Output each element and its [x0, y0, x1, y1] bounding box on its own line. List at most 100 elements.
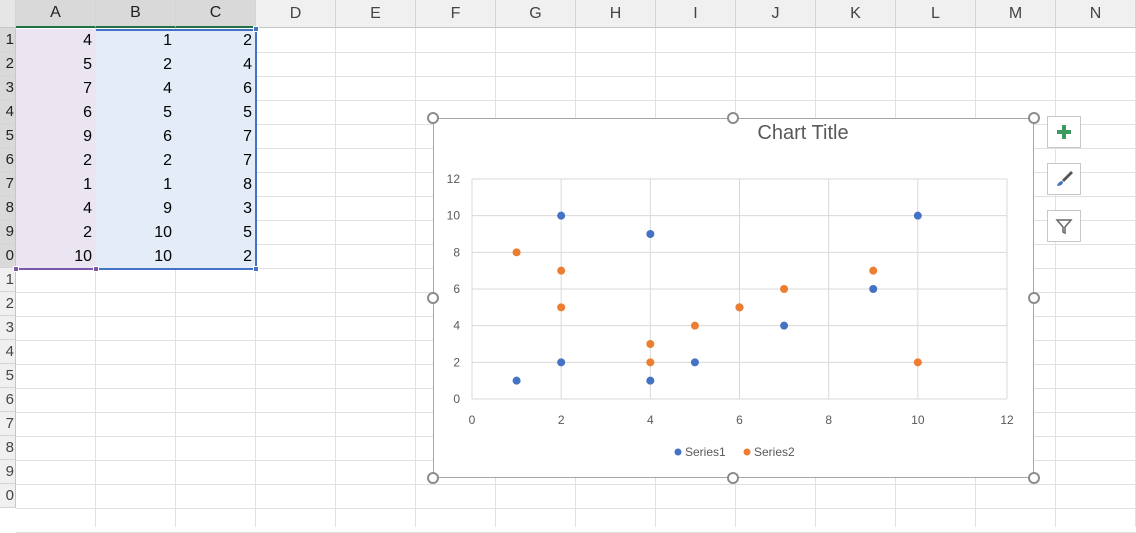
cell-b7[interactable]: 1	[163, 176, 172, 193]
cell-c6[interactable]: 7	[243, 152, 252, 169]
cell-b4[interactable]: 5	[163, 104, 172, 121]
chart-elements-button[interactable]	[1047, 116, 1081, 148]
row-header[interactable]: 6	[0, 148, 16, 172]
column-header-g[interactable]: G	[496, 0, 576, 28]
column-header-l[interactable]: L	[896, 0, 976, 28]
chart-resize-handle[interactable]	[1028, 112, 1040, 124]
y-tick-label: 0	[453, 392, 460, 406]
row-header[interactable]: 8	[0, 436, 16, 460]
cell-c10[interactable]: 2	[243, 248, 252, 265]
cell-c4[interactable]: 5	[243, 104, 252, 121]
gridline	[415, 28, 416, 527]
cell-a8[interactable]: 4	[83, 200, 92, 217]
cell-a10[interactable]: 10	[74, 248, 92, 265]
chart-resize-handle[interactable]	[727, 112, 739, 124]
column-header-h[interactable]: H	[576, 0, 656, 28]
cell-c8[interactable]: 3	[243, 200, 252, 217]
column-header-b[interactable]: B	[96, 0, 176, 28]
row-header[interactable]: 1	[0, 268, 16, 292]
cell-a1[interactable]: 4	[83, 32, 92, 49]
x-tick-label: 2	[558, 413, 565, 427]
cell-b8[interactable]: 9	[163, 200, 172, 217]
column-header-k[interactable]: K	[816, 0, 896, 28]
column-header-c[interactable]: C	[176, 0, 256, 28]
series1-point	[646, 230, 655, 238]
cell-c1[interactable]: 2	[243, 32, 252, 49]
chart-styles-button[interactable]	[1047, 163, 1081, 195]
cell-a6[interactable]: 2	[83, 152, 92, 169]
row-header[interactable]: 4	[0, 340, 16, 364]
cell-c9[interactable]: 5	[243, 224, 252, 241]
filter-icon	[1055, 219, 1073, 235]
cell-a4[interactable]: 6	[83, 104, 92, 121]
cell-b3[interactable]: 4	[163, 80, 172, 97]
chart-resize-handle[interactable]	[1028, 292, 1040, 304]
brush-icon	[1057, 171, 1073, 186]
series1-point	[646, 376, 655, 385]
series1-point	[557, 211, 566, 220]
cell-a9[interactable]: 2	[83, 224, 92, 241]
row-header[interactable]: 7	[0, 412, 16, 436]
select-all-corner[interactable]	[0, 0, 16, 28]
cell-a3[interactable]: 7	[83, 80, 92, 97]
chart-resize-handle[interactable]	[427, 112, 439, 124]
row-header[interactable]: 8	[0, 196, 16, 220]
chart-resize-handle[interactable]	[1028, 472, 1040, 484]
series1-point	[913, 211, 922, 220]
column-header-m[interactable]: M	[976, 0, 1056, 28]
series2-point	[913, 358, 922, 367]
cell-c3[interactable]: 6	[243, 80, 252, 97]
row-header[interactable]: 9	[0, 460, 16, 484]
chart-plot: 0 2 4 6 8 10 12 0 2 4 6 8 10 12 Series1 Series2	[447, 172, 1014, 459]
column-header-n[interactable]: N	[1056, 0, 1136, 28]
chart-title[interactable]: Chart Title	[757, 122, 849, 144]
cell-a2[interactable]: 5	[83, 56, 92, 73]
x-tick-label: 6	[736, 413, 743, 427]
row-header[interactable]: 2	[0, 52, 16, 76]
cell-b2[interactable]: 2	[163, 56, 172, 73]
row-header[interactable]: 0	[0, 244, 16, 268]
column-header-e[interactable]: E	[336, 0, 416, 28]
resize-handle[interactable]	[253, 266, 259, 272]
cell-b5[interactable]: 6	[163, 128, 172, 145]
row-header[interactable]: 4	[0, 100, 16, 124]
row-header[interactable]: 9	[0, 220, 16, 244]
gridline	[1055, 28, 1056, 527]
row-header[interactable]: 3	[0, 76, 16, 100]
row-header[interactable]: 6	[0, 388, 16, 412]
cell-b9[interactable]: 10	[154, 224, 172, 241]
resize-handle[interactable]	[253, 26, 259, 32]
cell-c2[interactable]: 4	[243, 56, 252, 73]
cell-b6[interactable]: 2	[163, 152, 172, 169]
series2-point	[512, 248, 521, 257]
resize-handle[interactable]	[93, 266, 99, 272]
cell-b1[interactable]: 1	[163, 32, 172, 49]
row-header[interactable]: 0	[0, 484, 16, 508]
column-header-i[interactable]: I	[656, 0, 736, 28]
row-header[interactable]: 1	[0, 28, 16, 52]
row-header[interactable]: 2	[0, 292, 16, 316]
cell-c7[interactable]: 8	[243, 176, 252, 193]
cell-a5[interactable]: 9	[83, 128, 92, 145]
cell-c5[interactable]: 7	[243, 128, 252, 145]
row-header[interactable]: 7	[0, 172, 16, 196]
column-header-j[interactable]: J	[736, 0, 816, 28]
chart-filters-button[interactable]	[1047, 210, 1081, 242]
row-header[interactable]: 5	[0, 364, 16, 388]
cell-b10[interactable]: 10	[154, 248, 172, 265]
row-header[interactable]: 3	[0, 316, 16, 340]
series2-point	[557, 266, 566, 275]
chart-area[interactable]: 0 2 4 6 8 10 12 0 2 4 6 8 10 12 Series1 Series2	[433, 118, 1034, 478]
row-header[interactable]: 5	[0, 124, 16, 148]
column-header-d[interactable]: D	[256, 0, 336, 28]
cell-a7[interactable]: 1	[83, 176, 92, 193]
resize-handle[interactable]	[13, 266, 19, 272]
chart-resize-handle[interactable]	[727, 472, 739, 484]
chart-resize-handle[interactable]	[427, 472, 439, 484]
column-header-a[interactable]: A	[16, 0, 96, 28]
legend-label-series1: Series1	[685, 445, 726, 459]
column-header-f[interactable]: F	[416, 0, 496, 28]
chart-resize-handle[interactable]	[427, 292, 439, 304]
series2-point	[780, 285, 789, 293]
x-tick-label: 0	[469, 413, 476, 427]
